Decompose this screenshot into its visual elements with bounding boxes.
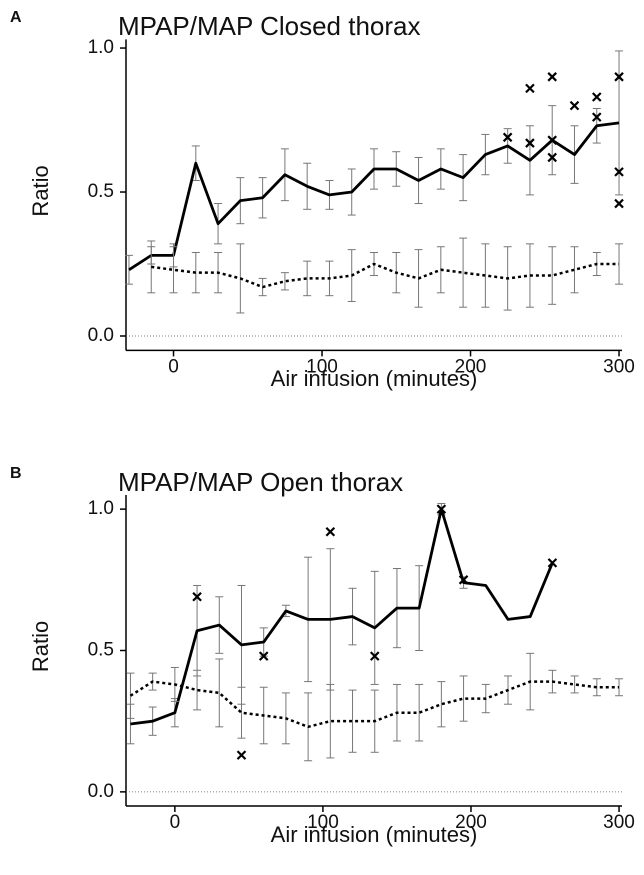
error-bar <box>415 683 424 742</box>
x-tick-label: 0 <box>170 812 181 833</box>
y-tick-label: 0.5 <box>88 640 114 661</box>
error-bar <box>437 681 446 728</box>
x-marker <box>547 558 558 568</box>
x-marker <box>369 651 380 661</box>
x-marker <box>591 92 602 102</box>
error-bar <box>570 246 579 294</box>
x-marker <box>547 72 557 82</box>
x-marker <box>458 575 469 585</box>
x-tick-label: 100 <box>306 356 338 377</box>
x-marker <box>614 72 624 82</box>
line-solid <box>128 121 620 271</box>
x-marker <box>591 112 602 122</box>
x-tick-label: 300 <box>603 356 635 377</box>
x-marker <box>436 504 447 514</box>
x-marker <box>547 135 557 145</box>
x-marker <box>236 750 247 760</box>
x-axis-label: Air infusion (minutes) <box>271 822 478 847</box>
line-dotted <box>151 262 620 289</box>
error-bar <box>592 678 601 697</box>
y-tick-label: 0.0 <box>88 781 114 802</box>
line-dotted <box>129 680 620 729</box>
x-tick-label: 0 <box>168 356 179 377</box>
error-bar <box>280 272 289 291</box>
x-marker <box>614 198 624 209</box>
x-marker <box>614 167 624 177</box>
x-marker <box>525 138 535 148</box>
y-tick-label: 0.5 <box>88 181 114 202</box>
error-bar <box>237 686 246 739</box>
y-tick-label: 1.0 <box>88 37 114 58</box>
x-tick-label: 300 <box>603 812 635 833</box>
error-bar <box>326 683 335 759</box>
x-axis-label: Air infusion (minutes) <box>271 366 478 391</box>
error-bar <box>303 260 312 297</box>
panel: A MPAP/MAP Closed thorax Ratio Air infusion… <box>10 9 635 391</box>
error-bar <box>169 246 178 294</box>
error-bar <box>570 675 579 694</box>
x-tick-label: 200 <box>455 812 487 833</box>
chart-title: MPAP/MAP Open thorax <box>118 467 403 497</box>
line-solid <box>130 507 554 726</box>
x-tick-label: 200 <box>455 356 487 377</box>
chart-title: MPAP/MAP Closed thorax <box>118 11 421 41</box>
y-tick-label: 0.0 <box>88 325 114 346</box>
y-axis-label: Ratio <box>28 621 53 672</box>
error-bar <box>215 658 224 728</box>
error-bar <box>124 254 133 285</box>
panel-label: A <box>10 9 22 26</box>
x-marker <box>547 152 557 163</box>
error-bar <box>481 243 490 308</box>
error-bar <box>459 237 468 308</box>
x-tick-label: 100 <box>307 812 339 833</box>
y-tick-label: 1.0 <box>88 498 114 519</box>
panel: B MPAP/MAP Open thorax Ratio Air infusion (… <box>10 465 635 847</box>
error-bar <box>348 689 357 753</box>
panel-label: B <box>10 465 22 482</box>
error-bar <box>459 675 468 722</box>
x-marker <box>192 592 202 602</box>
y-axis-label: Ratio <box>28 165 53 216</box>
x-marker <box>569 100 580 111</box>
x-marker <box>258 651 269 661</box>
error-bar <box>548 246 557 305</box>
x-marker <box>502 132 513 143</box>
error-bar <box>193 669 202 711</box>
x-marker <box>325 526 336 537</box>
x-marker <box>525 83 535 94</box>
